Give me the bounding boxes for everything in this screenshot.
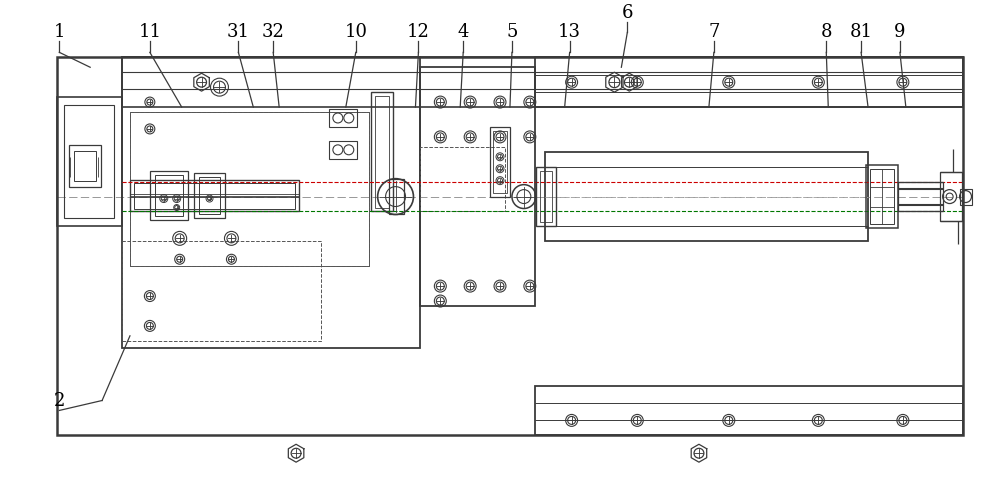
Bar (155, 175, 183, 216)
Bar (64, 105, 114, 218)
Text: 9: 9 (894, 23, 906, 42)
Bar (329, 109, 357, 127)
Text: 11: 11 (138, 23, 161, 42)
Bar (57, 57, 963, 435)
Bar (122, 57, 420, 348)
Bar (420, 67, 535, 306)
Bar (329, 141, 357, 159)
Text: 4: 4 (458, 23, 469, 42)
Bar (199, 177, 220, 214)
Text: 81: 81 (850, 23, 873, 42)
Bar (535, 57, 963, 107)
Bar (57, 97, 122, 226)
Bar (194, 173, 225, 218)
Bar (371, 92, 393, 211)
Text: 32: 32 (262, 23, 285, 42)
Bar (130, 112, 369, 266)
Text: 1: 1 (54, 23, 65, 42)
Bar (540, 171, 552, 222)
Bar (420, 147, 505, 211)
Bar (535, 386, 963, 435)
Bar (940, 172, 962, 221)
Bar (375, 96, 389, 207)
Bar (69, 145, 101, 187)
Bar (898, 182, 943, 211)
Text: 6: 6 (622, 4, 633, 22)
Bar (866, 165, 898, 228)
Bar (130, 112, 369, 266)
Bar (536, 167, 556, 226)
Bar (74, 151, 96, 181)
Text: 2: 2 (54, 393, 65, 410)
Text: 10: 10 (344, 23, 367, 42)
Bar (490, 127, 510, 197)
Bar (960, 189, 972, 204)
Bar (122, 57, 963, 107)
Bar (134, 183, 295, 208)
Text: 12: 12 (407, 23, 430, 42)
Bar (389, 179, 404, 214)
Text: 5: 5 (506, 23, 518, 42)
Text: 7: 7 (708, 23, 720, 42)
Bar (130, 180, 299, 211)
Text: 8: 8 (821, 23, 832, 42)
Bar (150, 171, 188, 220)
Bar (545, 152, 868, 242)
Bar (493, 131, 507, 193)
Bar (870, 169, 894, 224)
Text: 13: 13 (558, 23, 581, 42)
Text: 31: 31 (227, 23, 250, 42)
Bar (122, 242, 321, 341)
